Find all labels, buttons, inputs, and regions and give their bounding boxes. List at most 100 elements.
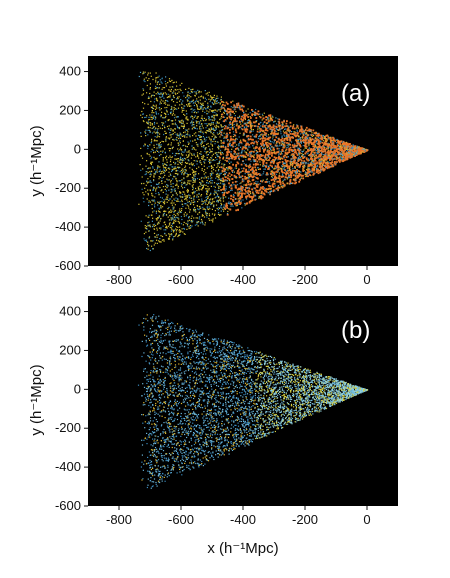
- galaxy-point: [283, 150, 285, 152]
- galaxy-point: [247, 142, 249, 145]
- galaxy-point: [274, 190, 276, 192]
- galaxy-point: [236, 123, 238, 125]
- galaxy-point: [314, 163, 316, 166]
- galaxy-point: [180, 170, 182, 172]
- galaxy-point: [239, 141, 242, 143]
- galaxy-point: [205, 107, 207, 109]
- galaxy-point: [242, 114, 245, 117]
- galaxy-point: [211, 180, 214, 182]
- galaxy-point: [235, 167, 238, 169]
- galaxy-point: [256, 182, 258, 184]
- galaxy-point: [252, 163, 255, 166]
- galaxy-point: [205, 93, 207, 95]
- galaxy-point: [210, 173, 213, 175]
- galaxy-point: [323, 164, 325, 167]
- galaxy-point: [160, 235, 162, 237]
- galaxy-point: [175, 170, 177, 172]
- galaxy-point: [242, 138, 245, 141]
- galaxy-point: [218, 190, 220, 192]
- galaxy-point: [226, 139, 229, 141]
- galaxy-point: [149, 83, 151, 85]
- galaxy-point: [174, 188, 176, 190]
- galaxy-point: [154, 158, 156, 160]
- galaxy-point: [308, 167, 310, 169]
- galaxy-point: [156, 169, 158, 171]
- galaxy-point: [325, 140, 327, 143]
- galaxy-point: [281, 161, 284, 163]
- galaxy-point: [245, 146, 247, 148]
- galaxy-point: [157, 91, 159, 93]
- galaxy-point: [277, 138, 279, 140]
- galaxy-point: [156, 100, 159, 102]
- galaxy-point: [299, 173, 302, 176]
- galaxy-point: [261, 196, 264, 199]
- galaxy-point: [290, 160, 292, 162]
- galaxy-point: [234, 140, 237, 142]
- galaxy-point: [165, 139, 167, 141]
- galaxy-point: [200, 91, 202, 93]
- galaxy-point: [174, 131, 176, 133]
- galaxy-point: [156, 149, 158, 151]
- galaxy-point: [173, 81, 175, 83]
- galaxy-point: [177, 200, 179, 202]
- galaxy-point: [206, 188, 208, 190]
- galaxy-point: [174, 218, 176, 220]
- galaxy-point: [321, 158, 324, 161]
- galaxy-point: [323, 137, 325, 140]
- galaxy-point: [242, 154, 245, 157]
- galaxy-point: [177, 187, 179, 189]
- galaxy-point: [255, 198, 257, 200]
- galaxy-point: [294, 146, 296, 149]
- galaxy-point: [345, 151, 348, 154]
- galaxy-point: [220, 115, 223, 117]
- galaxy-point: [304, 145, 307, 148]
- galaxy-point: [225, 145, 227, 148]
- galaxy-point: [310, 154, 313, 157]
- galaxy-point: [229, 108, 232, 111]
- galaxy-point: [352, 146, 354, 149]
- galaxy-point: [188, 226, 190, 228]
- galaxy-point: [348, 143, 351, 146]
- galaxy-point: [152, 189, 154, 191]
- galaxy-point: [229, 168, 232, 170]
- galaxy-point: [187, 131, 189, 133]
- galaxy-point: [213, 114, 215, 116]
- galaxy-point: [283, 138, 286, 140]
- galaxy-point: [220, 210, 222, 212]
- galaxy-point: [164, 221, 166, 223]
- galaxy-point: [155, 210, 157, 212]
- galaxy-point: [255, 153, 257, 155]
- galaxy-point: [212, 99, 215, 101]
- galaxy-point: [162, 164, 164, 166]
- galaxy-point: [208, 116, 210, 118]
- galaxy-point: [232, 120, 235, 123]
- galaxy-point: [148, 237, 150, 239]
- galaxy-point: [264, 144, 266, 146]
- galaxy-point: [194, 115, 196, 117]
- galaxy-point: [240, 185, 243, 188]
- galaxy-point: [175, 228, 177, 230]
- galaxy-point: [161, 197, 163, 199]
- galaxy-point: [152, 195, 154, 197]
- galaxy-point: [289, 182, 291, 185]
- galaxy-point: [166, 161, 168, 163]
- galaxy-point: [360, 150, 363, 153]
- galaxy-point: [202, 104, 204, 106]
- galaxy-point: [215, 192, 217, 194]
- galaxy-point: [217, 146, 219, 148]
- galaxy-point: [273, 179, 276, 182]
- galaxy-point: [235, 164, 238, 166]
- galaxy-point: [153, 101, 155, 103]
- galaxy-point: [184, 165, 187, 167]
- galaxy-point: [299, 129, 302, 131]
- galaxy-point: [184, 131, 186, 133]
- galaxy-point: [166, 184, 168, 186]
- galaxy-point: [174, 154, 176, 157]
- galaxy-point: [236, 172, 239, 174]
- galaxy-point: [352, 145, 354, 148]
- galaxy-point: [183, 173, 185, 175]
- galaxy-point: [270, 190, 272, 192]
- galaxy-point: [230, 118, 233, 121]
- galaxy-point: [276, 133, 279, 135]
- galaxy-point: [330, 148, 332, 150]
